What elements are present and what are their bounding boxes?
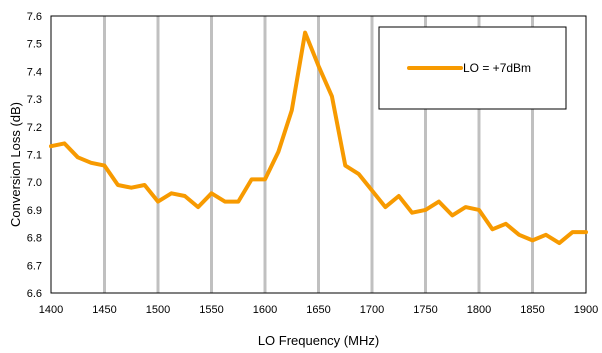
y-tick-label: 7.5 [27,39,42,51]
series-layer [49,30,588,246]
y-tick-label: 6.8 [27,233,42,245]
x-tick-label: 1700 [360,304,384,316]
x-tick-label: 1750 [413,304,437,316]
y-tick-label: 7.3 [27,94,42,106]
y-tick-label: 6.9 [27,205,42,217]
y-tick-label: 7.6 [27,11,42,23]
y-tick-label: 7.0 [27,177,42,189]
x-tick-label: 1800 [467,304,491,316]
x-tick-label: 1850 [520,304,544,316]
y-tick-label: 7.2 [27,122,42,134]
legend-label: LO = +7dBm [463,61,531,75]
y-tick-label: 6.6 [27,288,42,300]
plot-area [50,15,587,294]
x-tick-label: 1600 [253,304,277,316]
x-tick-label: 1400 [39,304,63,316]
y-tick-label: 7.1 [27,150,42,162]
y-axis-title: Conversion Loss (dB) [8,102,23,227]
x-tick-label: 1500 [146,304,170,316]
x-axis-title: LO Frequency (MHz) [258,333,379,348]
x-axis-ticks: 1400 1450 1500 1550 1600 1650 1700 1750 1800 1850… [39,304,598,316]
y-tick-label: 7.4 [27,66,42,78]
y-axis-ticks: 6.6 6.7 6.8 6.9 7.0 7.1 7.2 7.3 7.4 7.5 7.6 [27,11,42,300]
series-line-0 [49,30,588,246]
x-tick-label: 1650 [306,304,330,316]
y-tick-label: 6.7 [27,260,42,272]
x-tick-label: 1450 [92,304,116,316]
x-tick-label: 1900 [574,304,598,316]
x-tick-label: 1550 [199,304,223,316]
legend: LO = +7dBm [378,26,567,110]
